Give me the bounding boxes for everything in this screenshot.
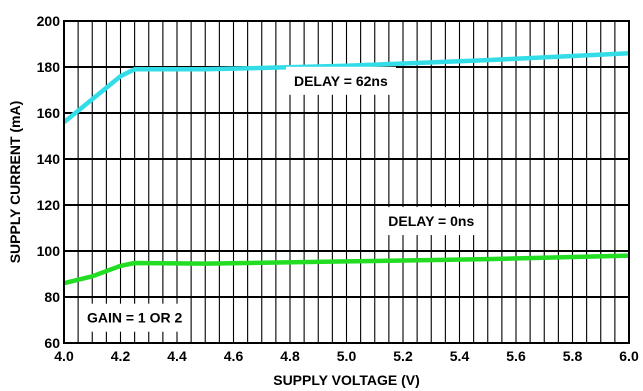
annotation-label: DELAY = 0ns: [380, 207, 483, 236]
annotations: DELAY = 62ns DELAY = 0ns GAIN = 1 OR 2: [78, 66, 483, 332]
annotation-label: DELAY = 62ns: [285, 66, 396, 95]
x-tick-label: 4.8: [280, 348, 300, 364]
y-tick-label: 60: [44, 335, 60, 351]
y-axis-title: SUPPLY CURRENT (mA): [7, 101, 23, 264]
x-tick-label: 5.4: [450, 348, 470, 364]
x-tick-label: 6.0: [619, 348, 639, 364]
x-tick-label: 4.6: [224, 348, 244, 364]
plot-frame: [63, 20, 630, 344]
x-tick-label: 5.0: [337, 348, 357, 364]
series-line-2: [63, 253, 630, 286]
y-tick-label: 200: [37, 13, 61, 29]
annotation-box: [78, 303, 191, 332]
x-tick-label: 4.0: [54, 348, 74, 364]
y-tick-label: 140: [37, 151, 61, 167]
x-axis-title: SUPPLY VOLTAGE (V): [273, 372, 420, 388]
annotation-text: GAIN = 1 OR 2: [87, 310, 183, 326]
annotation-text: DELAY = 62ns: [294, 73, 388, 89]
x-tick-label: 4.4: [167, 348, 187, 364]
y-tick-label: 80: [44, 289, 60, 305]
annotation-text: DELAY = 0ns: [388, 213, 474, 229]
x-tick-label: 4.2: [111, 348, 131, 364]
x-tick-label: 5.6: [506, 348, 526, 364]
grid: [64, 21, 629, 343]
y-tick-label: 160: [37, 105, 61, 121]
y-tick-labels: 60 80 100 120 140 160 180 200: [37, 13, 61, 351]
y-tick-label: 120: [37, 197, 61, 213]
data-lines: [62, 50, 630, 286]
x-tick-label: 5.2: [393, 348, 413, 364]
series-line-1: [62, 50, 630, 124]
y-tick-label: 180: [37, 59, 61, 75]
y-tick-label: 100: [37, 243, 61, 259]
x-tick-labels: 4.0 4.2 4.4 4.6 4.8 5.0 5.2 5.4 5.6 5.8 6.0: [54, 348, 639, 364]
annotation-box: [380, 207, 483, 236]
x-tick-label: 5.8: [563, 348, 583, 364]
annotation-box: [285, 66, 396, 95]
annotation-label: GAIN = 1 OR 2: [78, 303, 191, 332]
